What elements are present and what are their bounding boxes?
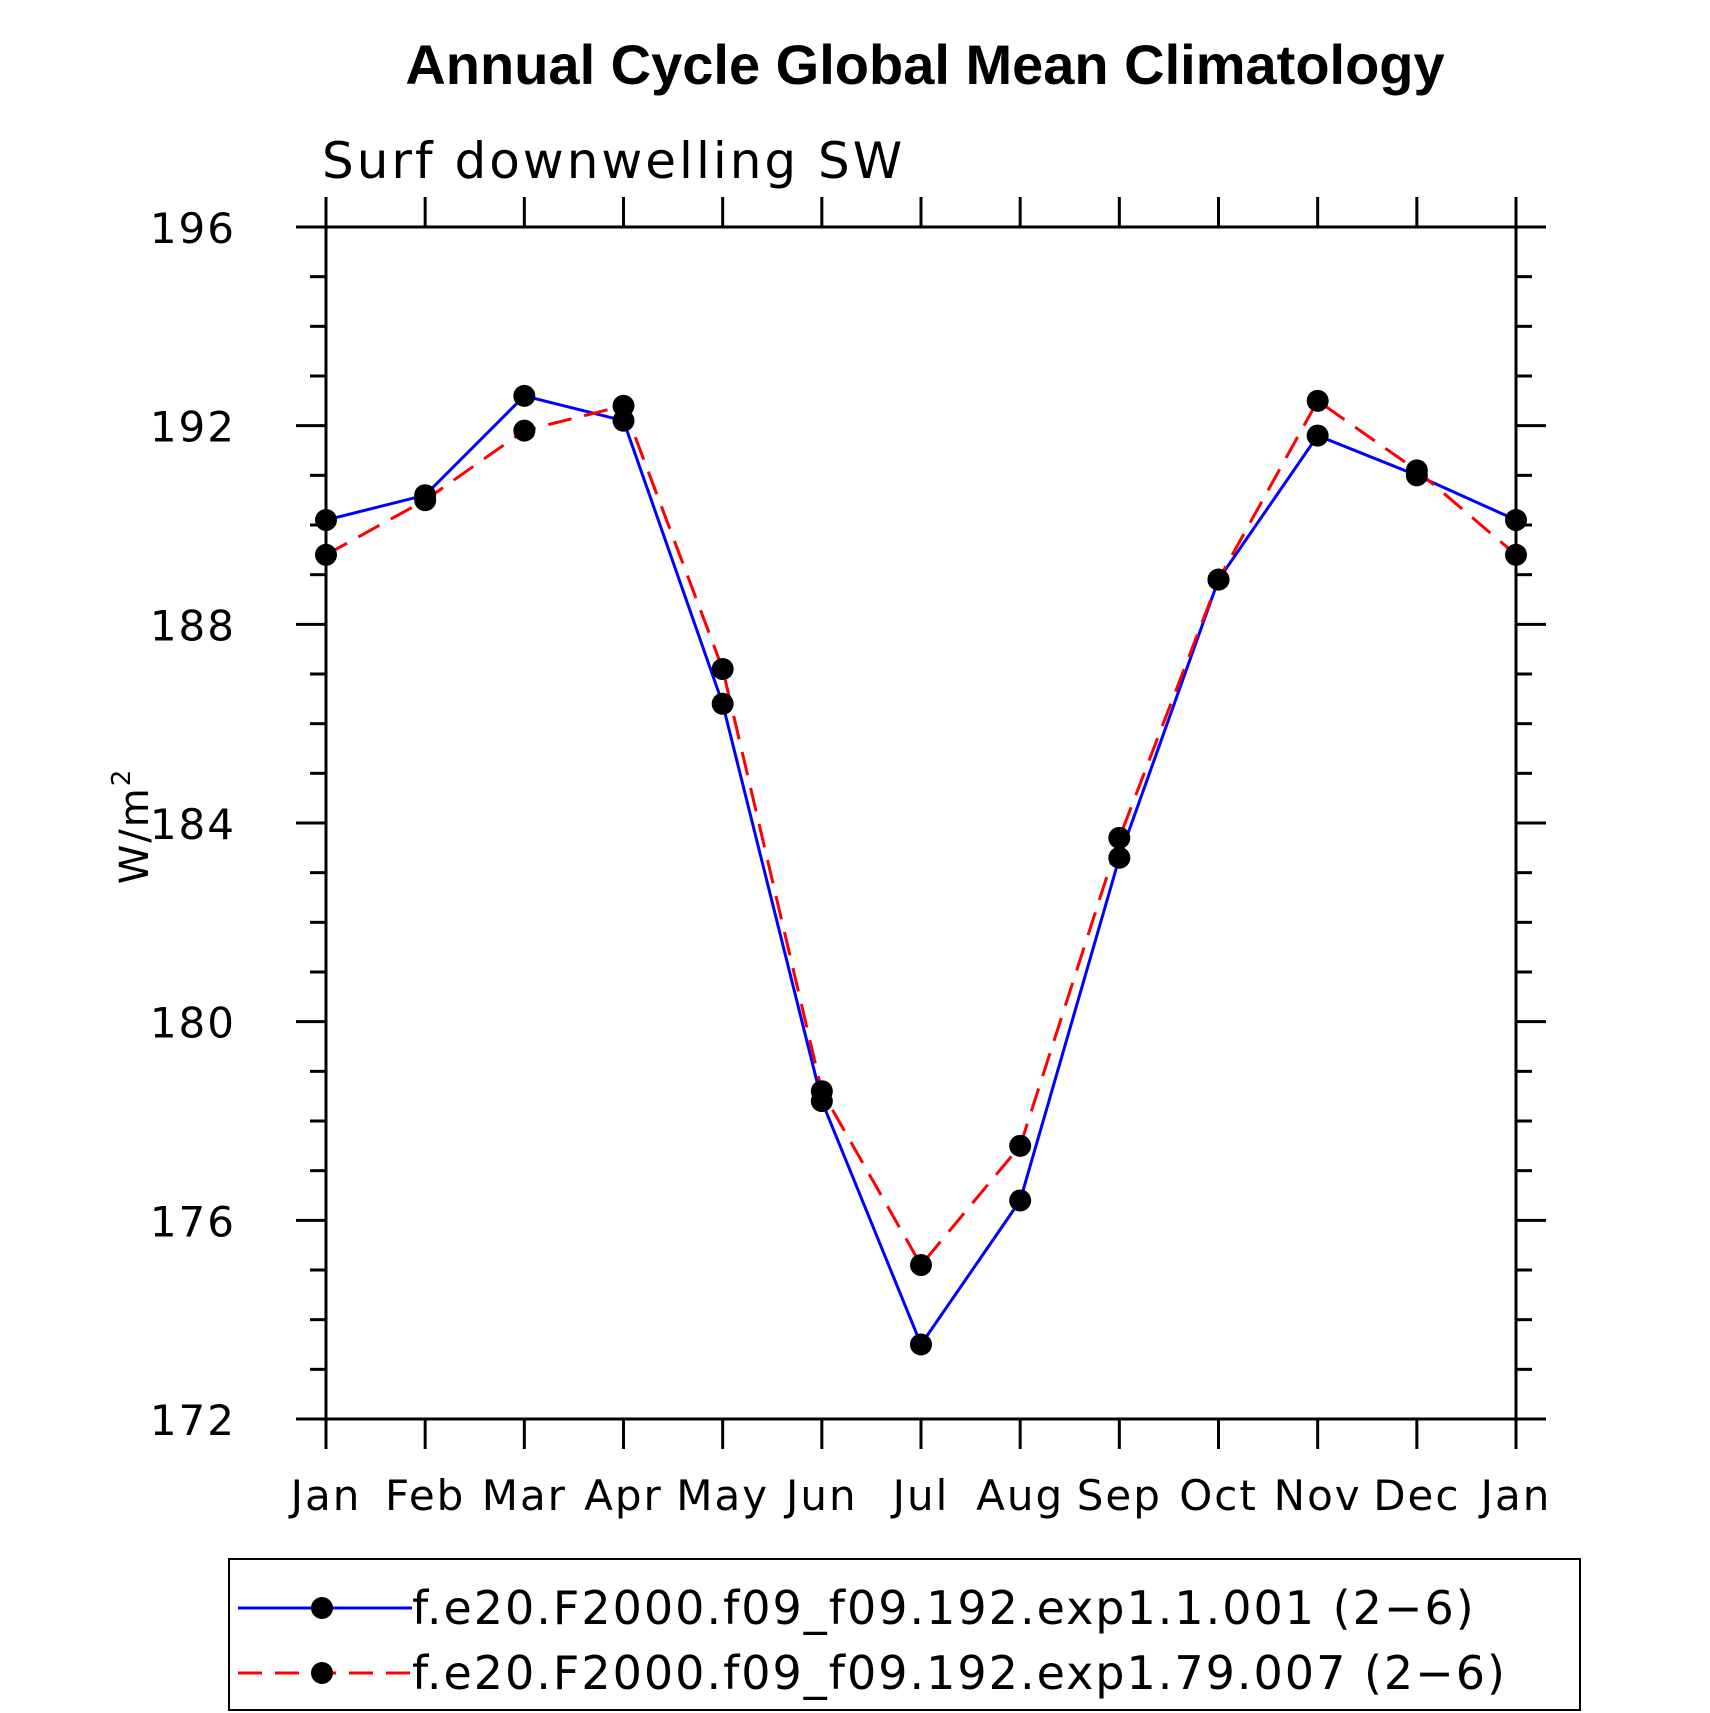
series-2-point	[810, 1080, 833, 1103]
chart-title: Annual Cycle Global Mean Climatology	[405, 33, 1444, 96]
series-2-point	[1405, 459, 1428, 482]
y-tick-labels: 172 176 180 184 188 192 196	[150, 204, 236, 1445]
x-tick-label: Jun	[783, 1471, 858, 1520]
y-tick-label: 176	[150, 1197, 236, 1246]
series-2-point	[711, 658, 734, 681]
series-1-point	[1306, 424, 1329, 447]
y-axis-label-base: W/m	[112, 786, 158, 884]
axes	[296, 197, 1546, 1449]
series-1-point	[1108, 846, 1131, 869]
series-1-point	[910, 1333, 932, 1356]
legend-box	[228, 1558, 1581, 1711]
x-tick-label: May	[676, 1471, 769, 1520]
x-tick-label: Aug	[976, 1471, 1064, 1520]
x-tick-labels: Jan Feb Mar Apr May Jun Jul Aug Sep Oct Nov Dec Jan	[288, 1471, 1552, 1520]
x-tick-label: Sep	[1077, 1471, 1162, 1520]
series-2-point	[1207, 568, 1230, 591]
series-2-point	[1108, 826, 1131, 849]
series-line-1	[325, 394, 1517, 1348]
series-2-point	[315, 543, 337, 566]
series-2-point	[1009, 1134, 1032, 1157]
plot-frame	[324, 225, 1518, 1421]
series-2-point	[612, 394, 635, 417]
series-2-point	[1505, 543, 1527, 566]
series-2-point	[1306, 389, 1329, 412]
x-tick-label: Jul	[890, 1471, 950, 1520]
series-2-point	[414, 489, 437, 512]
y-tick-label: 172	[150, 1396, 236, 1445]
y-tick-label: 196	[150, 204, 236, 253]
y-tick-label: 188	[150, 601, 236, 650]
x-tick-label: Mar	[482, 1471, 567, 1520]
x-tick-label: Nov	[1274, 1471, 1362, 1520]
legend-label-2: f.e20.F2000.f09_f09.192.exp1.79.007 (2−6…	[412, 1646, 1507, 1700]
series-1-point	[1505, 509, 1527, 532]
legend: f.e20.F2000.f09_f09.192.exp1.1.001 (2−6)…	[238, 1581, 1507, 1700]
y-axis-label-exponent: 2	[107, 768, 137, 787]
series-line-2	[325, 398, 1517, 1268]
legend-label-1: f.e20.F2000.f09_f09.192.exp1.1.001 (2−6)	[412, 1581, 1476, 1635]
plot-series	[315, 384, 1527, 1356]
y-axis-label: W/m2	[107, 768, 158, 885]
legend-marker-1	[311, 1597, 333, 1619]
x-tick-label: Oct	[1179, 1471, 1258, 1520]
x-tick-label: Jan	[288, 1471, 362, 1520]
y-tick-label: 192	[150, 403, 236, 452]
y-tick-label: 184	[150, 800, 236, 849]
series-1-point	[513, 384, 536, 407]
series-2-point	[910, 1254, 932, 1277]
legend-marker-2	[311, 1662, 333, 1684]
x-tick-label: Dec	[1373, 1471, 1460, 1520]
chart-subtitle: Surf downwelling SW	[322, 132, 905, 190]
x-tick-label: Jan	[1478, 1471, 1552, 1520]
y-axis-title: W/m2	[107, 768, 158, 885]
x-tick-label: Apr	[584, 1471, 663, 1520]
x-tick-label: Feb	[385, 1471, 465, 1520]
y-tick-label: 180	[150, 999, 236, 1048]
series-1-point	[315, 509, 337, 532]
series-2-point	[513, 419, 536, 442]
series-1-point	[1009, 1189, 1032, 1212]
series-1-point	[711, 692, 734, 715]
